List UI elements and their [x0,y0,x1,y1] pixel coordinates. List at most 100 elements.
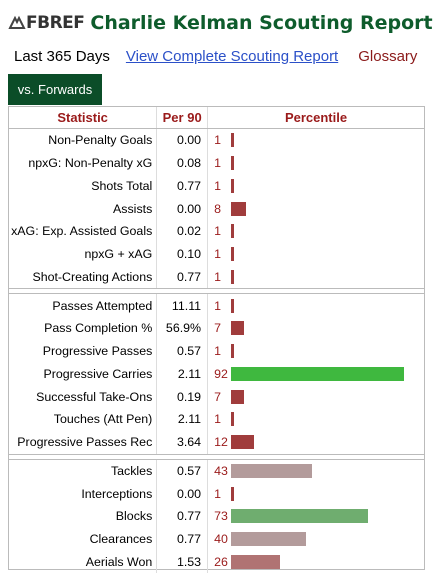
glossary-link[interactable]: Glossary [358,47,418,65]
percentile-bar-track [231,435,419,450]
percentile-value: 43 [214,463,228,478]
table-row: Shot-Creating Actions 0.77 1 [9,265,424,289]
statistic-name[interactable]: Aerials Won [85,554,153,569]
page-title: Charlie Kelman Scouting Report [90,12,433,34]
per90-value: 56.9% [156,317,209,340]
table-row: Aerials Won 1.53 26 [9,550,424,574]
statistic-name[interactable]: Tackles [110,463,153,478]
table-row: Assists 0.00 8 [9,197,424,220]
percentile-bar [231,201,247,216]
table-row: Progressive Carries 2.11 92 [9,362,424,386]
per90-value: 0.08 [156,151,209,175]
percentile-cell: 1 [208,340,424,363]
column-header-percentile[interactable]: Percentile [284,110,348,125]
per90-value: 0.02 [156,220,209,243]
percentile-cell: 7 [208,385,424,408]
percentile-value: 7 [214,389,221,404]
percentile-cell: 1 [208,152,424,175]
per90-value: 0.77 [156,505,209,528]
statistic-name[interactable]: Successful Take-Ons [36,389,153,404]
percentile-bar-track [231,412,419,427]
statistic-name[interactable]: Interceptions [81,486,153,501]
table-row: Clearances 0.77 40 [9,527,424,551]
percentile-value: 1 [214,156,221,171]
statistic-name[interactable]: npxG: Non-Penalty xG [28,156,153,171]
percentile-cell: 7 [208,317,424,340]
per90-value: 2.11 [156,408,209,431]
percentile-value: 1 [214,178,221,193]
percentile-cell: 8 [208,197,424,220]
percentile-bar-track [231,201,419,216]
statistic-name[interactable]: npxG + xAG [84,247,153,262]
view-complete-report-link[interactable]: View Complete Scouting Report [125,47,339,65]
table-row: Non-Penalty Goals 0.00 1 [9,129,424,152]
per90-value: 0.77 [156,527,209,551]
percentile-bar-track [231,298,419,313]
column-header-per90[interactable]: Per 90 [156,107,209,128]
statistic-name[interactable]: Clearances [89,532,153,547]
per90-value: 0.57 [156,459,209,483]
report-subnav: Last 365 Days View Complete Scouting Rep… [14,46,417,66]
per90-value: 2.11 [156,362,209,386]
statistic-name[interactable]: Non-Penalty Goals [48,133,153,148]
percentile-bar-track [231,486,419,501]
table-row: Blocks 0.77 73 [9,505,424,528]
percentile-cell: 1 [208,175,424,198]
percentile-bar [231,463,313,478]
table-row: Interceptions 0.00 1 [9,482,424,505]
percentile-bar-track [231,532,419,547]
per90-value: 3.64 [156,430,209,454]
table-row: Tackles 0.57 43 [9,459,424,483]
table-row: Pass Completion % 56.9% 7 [9,317,424,340]
statistic-name[interactable]: Assists [113,201,153,216]
table-row: Shots Total 0.77 1 [9,174,424,198]
statistic-name[interactable]: Touches (Att Pen) [53,412,153,427]
fbref-logo[interactable]: FBREF [8,11,85,35]
statistic-name[interactable]: Shots Total [91,178,153,193]
per90-value: 0.19 [156,385,209,408]
percentile-bar [231,389,245,404]
period-label: Last 365 Days [14,47,110,65]
statistic-name[interactable]: Progressive Passes [42,344,153,359]
percentile-bar [231,554,281,569]
statistic-name[interactable]: Blocks [115,509,153,524]
percentile-cell: 73 [208,505,424,528]
percentile-bar [231,435,255,450]
logo-text: FBREF [26,13,85,33]
percentile-bar [231,269,235,284]
percentile-bar [231,412,235,427]
percentile-value: 1 [214,412,221,427]
statistic-name[interactable]: Progressive Carries [43,366,153,381]
percentile-bar [231,224,235,239]
table-row: Successful Take-Ons 0.19 7 [9,385,424,408]
percentile-bar-track [231,224,419,239]
percentile-cell: 1 [208,129,424,152]
column-header-statistic[interactable]: Statistic [57,110,108,125]
table-row: Touches (Att Pen) 2.11 1 [9,408,424,431]
fbref-logo-mark-icon [8,15,26,29]
percentile-bar-track [231,133,419,148]
statistic-name[interactable]: Passes Attempted [52,298,153,313]
percentile-bar [231,321,245,336]
statistic-name[interactable]: xAG: Exp. Assisted Goals [11,224,153,239]
table-row: Progressive Passes Rec 3.64 12 [9,430,424,454]
percentile-bar-track [231,269,419,284]
percentile-cell: 26 [208,551,424,574]
statistic-name[interactable]: Pass Completion % [44,321,153,336]
page-header: FBREF Charlie Kelman Scouting Report [8,10,433,36]
percentile-cell: 1 [208,243,424,266]
percentile-bar-track [231,509,419,524]
percentile-bar-track [231,247,419,262]
percentile-bar [231,178,235,193]
per90-value: 0.00 [156,197,209,220]
percentile-cell: 12 [208,431,424,454]
percentile-bar [231,298,235,313]
percentile-cell: 43 [208,460,424,483]
percentile-bar-track [231,321,419,336]
percentile-value: 1 [214,269,221,284]
statistic-name[interactable]: Progressive Passes Rec [17,435,153,450]
statistic-name[interactable]: Shot-Creating Actions [32,269,153,284]
table-header: Statistic Per 90 Percentile [9,107,424,129]
tab-vs-forwards[interactable]: vs. Forwards [8,74,102,105]
percentile-value: 7 [214,321,221,336]
